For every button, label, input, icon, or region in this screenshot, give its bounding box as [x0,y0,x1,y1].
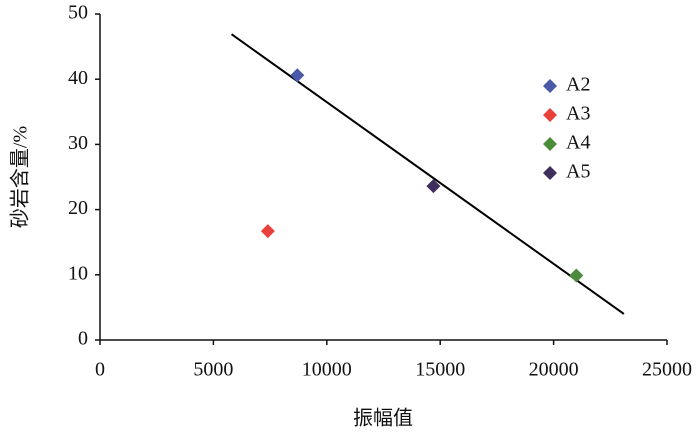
x-tick-label: 15000 [415,359,465,381]
legend-label: A4 [566,132,590,154]
legend-label: A3 [566,103,590,125]
y-tick-label: 40 [68,67,88,89]
legend-label: A2 [566,74,590,96]
x-tick-label: 25000 [642,359,692,381]
legend-marker [543,108,557,122]
y-tick-label: 50 [68,2,88,24]
x-axis-label: 振幅值 [353,407,413,430]
y-axis-label: 砂岩含量/% [9,126,32,228]
x-tick-label: 20000 [529,359,579,381]
data-point [260,224,275,239]
legend-marker [543,79,557,93]
legend-marker [543,166,557,180]
legend-label: A5 [566,161,590,183]
data-point [569,268,584,283]
data-point [290,68,305,83]
x-tick-label: 5000 [193,359,233,381]
y-tick-label: 30 [68,132,88,154]
x-tick-label: 0 [95,359,105,381]
y-tick-label: 20 [68,197,88,219]
x-tick-label: 10000 [302,359,352,381]
legend-marker [543,137,557,151]
y-tick-label: 10 [68,262,88,284]
y-tick-label: 0 [78,328,88,350]
data-point [426,179,441,194]
